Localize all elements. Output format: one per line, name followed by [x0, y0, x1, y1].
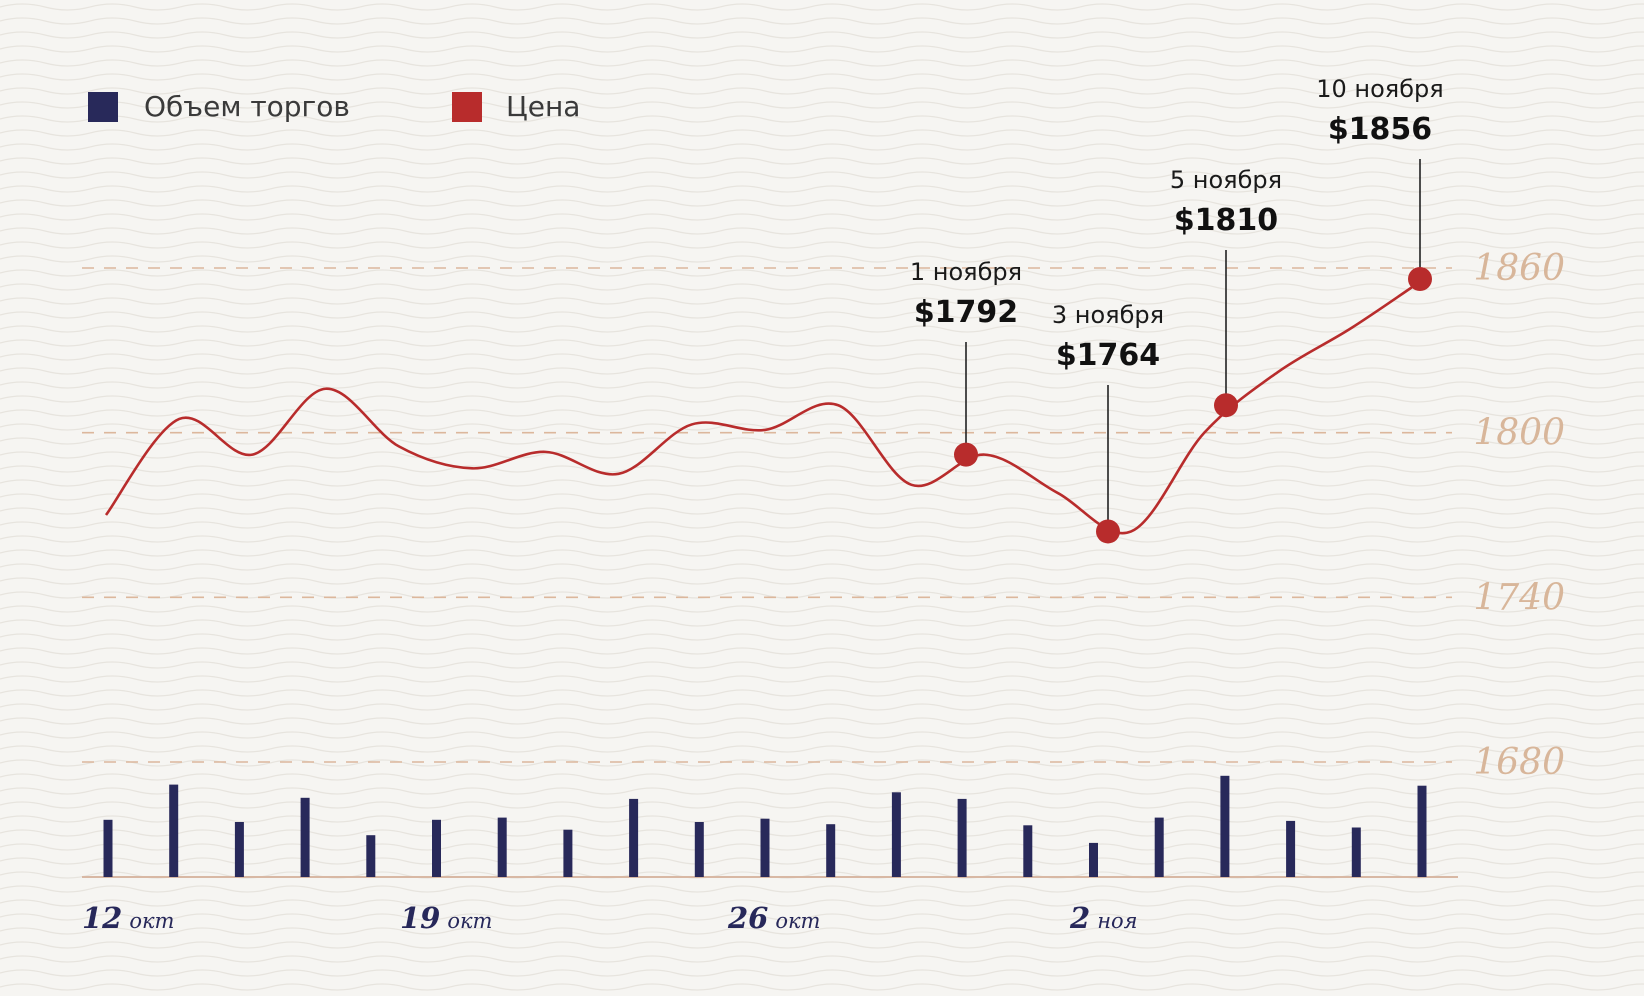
volume-bar [629, 798, 639, 877]
volume-bar [1023, 825, 1033, 877]
x-tick-label: 19 окт [400, 901, 492, 935]
annotation-marker [1096, 519, 1120, 544]
volume-bar [1154, 817, 1164, 877]
x-tick-label: 12 окт [82, 901, 174, 935]
legend-volume-label: Объем торгов [144, 90, 350, 123]
y-tick-label: 1740 [1473, 577, 1565, 618]
legend-price-swatch [452, 92, 482, 122]
x-tick-label: 26 окт [727, 901, 820, 935]
volume-bar [1286, 820, 1296, 877]
volume-bar [432, 819, 441, 877]
annotation-price: $1856 [1328, 112, 1432, 147]
y-tick-label: 1680 [1473, 742, 1565, 783]
volume-bar [103, 819, 113, 877]
annotation-price: $1764 [1056, 338, 1160, 373]
volume-bar [300, 797, 310, 877]
volume-bar [1417, 785, 1427, 877]
x-tick-month: ноя [1097, 909, 1137, 933]
annotation-date: 10 ноября [1316, 75, 1443, 103]
x-tick-day: 26 [727, 901, 768, 935]
annotation-price: $1810 [1174, 203, 1278, 238]
volume-bar [957, 798, 967, 877]
x-tick-day: 12 [82, 901, 122, 935]
annotation-date: 1 ноября [910, 258, 1022, 286]
volume-bar [234, 822, 244, 877]
y-tick-label: 1800 [1473, 413, 1565, 454]
x-axis-ticks: 12 окт 19 окт 26 окт 2 ноя [82, 901, 1138, 935]
volume-bar [891, 792, 901, 877]
legend-price-label: Цена [506, 90, 580, 123]
y-tick-label: 1860 [1473, 248, 1565, 289]
volume-bar [169, 784, 179, 877]
price-line [104, 277, 1425, 535]
volume-bar [760, 818, 770, 877]
annotation-price: $1792 [914, 295, 1018, 330]
x-tick-day: 2 [1069, 901, 1090, 935]
volume-bar [1220, 775, 1230, 877]
price-annotations: 1 ноября $1792 3 ноября $1764 5 ноября $1810 1… [910, 75, 1444, 544]
volume-bar [366, 835, 376, 877]
x-tick-month: окт [775, 909, 820, 933]
x-tick-month: окт [447, 909, 492, 933]
annotation-marker [954, 442, 978, 467]
volume-bar [563, 829, 573, 877]
x-tick-label: 2 ноя [1069, 901, 1138, 935]
volume-bar [826, 824, 836, 877]
volume-bar [694, 822, 704, 877]
volume-bar [497, 817, 507, 877]
price-gridlines [82, 267, 1452, 763]
volume-bar [1089, 842, 1098, 877]
volume-bar [1351, 827, 1361, 877]
legend: Объем торгов Цена [88, 90, 580, 123]
volume-bars [103, 775, 1427, 877]
legend-volume-swatch [88, 92, 118, 122]
x-tick-month: окт [129, 909, 174, 933]
x-tick-day: 19 [400, 901, 440, 935]
price-axis-ticks: 1860 1800 1740 1680 [1473, 248, 1565, 783]
annotation-date: 5 ноября [1170, 166, 1282, 194]
annotation-marker [1214, 393, 1238, 418]
annotation-date: 3 ноября [1052, 301, 1164, 329]
annotation-marker [1408, 266, 1432, 291]
